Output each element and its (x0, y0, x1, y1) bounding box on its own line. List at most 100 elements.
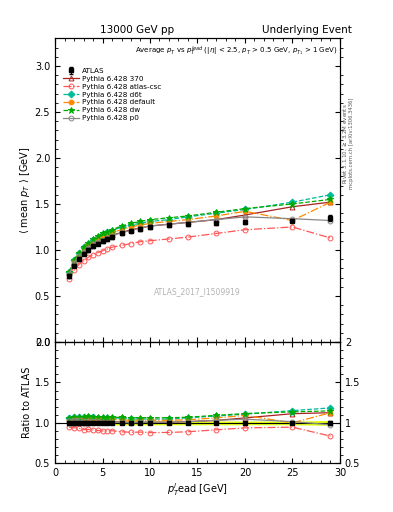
Pythia 6.428 dw (91, 236, 95, 242)
Line: Pythia 6.428 p0: Pythia 6.428 p0 (67, 215, 333, 276)
Pythia 6.428 atlas-csc (148, 238, 152, 244)
Pythia 6.428 p0 (105, 235, 110, 241)
Pythia 6.428 default (86, 242, 91, 248)
Pythia 6.428 atlas-csc (91, 251, 95, 258)
Pythia 6.428 atlas-csc (105, 246, 110, 252)
Pythia 6.428 default (81, 246, 86, 252)
Pythia 6.428 d6t (67, 269, 72, 275)
Pythia 6.428 atlas-csc (214, 230, 219, 237)
Pythia 6.428 370 (167, 221, 171, 227)
Pythia 6.428 default (110, 229, 114, 236)
Pythia 6.428 d6t (138, 220, 143, 226)
Pythia 6.428 d6t (148, 219, 152, 225)
Line: Pythia 6.428 default: Pythia 6.428 default (67, 200, 333, 275)
Pythia 6.428 d6t (328, 191, 333, 198)
Pythia 6.428 p0 (95, 239, 100, 245)
Pythia 6.428 370 (242, 212, 247, 218)
Pythia 6.428 default (242, 208, 247, 215)
Pythia 6.428 p0 (119, 229, 124, 236)
Pythia 6.428 default (95, 236, 100, 242)
Pythia 6.428 370 (91, 241, 95, 247)
Pythia 6.428 370 (105, 234, 110, 240)
Pythia 6.428 d6t (242, 206, 247, 212)
Pythia 6.428 default (290, 218, 295, 224)
Pythia 6.428 dw (95, 233, 100, 239)
Pythia 6.428 default (72, 258, 76, 264)
Pythia 6.428 dw (328, 196, 333, 202)
Pythia 6.428 370 (72, 259, 76, 265)
Pythia 6.428 d6t (105, 229, 110, 236)
Pythia 6.428 atlas-csc (242, 227, 247, 233)
Pythia 6.428 atlas-csc (167, 236, 171, 242)
Pythia 6.428 atlas-csc (138, 239, 143, 245)
Legend: ATLAS, Pythia 6.428 370, Pythia 6.428 atlas-csc, Pythia 6.428 d6t, Pythia 6.428 : ATLAS, Pythia 6.428 370, Pythia 6.428 at… (61, 66, 163, 122)
Pythia 6.428 370 (129, 227, 133, 233)
Pythia 6.428 dw (100, 230, 105, 237)
Pythia 6.428 atlas-csc (81, 258, 86, 264)
Pythia 6.428 370 (290, 204, 295, 210)
Pythia 6.428 370 (81, 248, 86, 254)
Pythia 6.428 dw (167, 215, 171, 221)
Pythia 6.428 atlas-csc (100, 248, 105, 254)
Pythia 6.428 default (100, 234, 105, 240)
Pythia 6.428 370 (110, 232, 114, 238)
Pythia 6.428 dw (214, 209, 219, 216)
Pythia 6.428 atlas-csc (185, 234, 190, 240)
Text: Rivet 3.1.10, $\geq$ 3.2M events: Rivet 3.1.10, $\geq$ 3.2M events (341, 103, 349, 184)
Pythia 6.428 default (105, 231, 110, 238)
Pythia 6.428 dw (119, 223, 124, 229)
Pythia 6.428 p0 (328, 218, 333, 224)
Pythia 6.428 atlas-csc (119, 242, 124, 248)
Pythia 6.428 d6t (290, 199, 295, 205)
Pythia 6.428 p0 (138, 225, 143, 231)
Pythia 6.428 default (185, 217, 190, 223)
Pythia 6.428 d6t (91, 237, 95, 243)
Pythia 6.428 default (129, 224, 133, 230)
Y-axis label: Ratio to ATLAS: Ratio to ATLAS (22, 367, 32, 438)
Pythia 6.428 d6t (167, 217, 171, 223)
Pythia 6.428 default (119, 227, 124, 233)
Pythia 6.428 p0 (129, 227, 133, 233)
Pythia 6.428 d6t (100, 231, 105, 238)
Pythia 6.428 atlas-csc (67, 276, 72, 283)
Pythia 6.428 d6t (81, 244, 86, 250)
Pythia 6.428 p0 (242, 214, 247, 220)
Pythia 6.428 default (67, 270, 72, 276)
Pythia 6.428 atlas-csc (129, 241, 133, 247)
Pythia 6.428 370 (67, 270, 72, 276)
Pythia 6.428 d6t (214, 210, 219, 216)
Pythia 6.428 370 (100, 236, 105, 242)
Text: Underlying Event: Underlying Event (262, 25, 351, 35)
Pythia 6.428 atlas-csc (328, 235, 333, 241)
Line: Pythia 6.428 atlas-csc: Pythia 6.428 atlas-csc (67, 225, 333, 282)
Pythia 6.428 atlas-csc (72, 267, 76, 273)
Text: 13000 GeV pp: 13000 GeV pp (101, 25, 174, 35)
Pythia 6.428 370 (86, 244, 91, 250)
Pythia 6.428 p0 (167, 221, 171, 227)
Pythia 6.428 d6t (129, 222, 133, 228)
Pythia 6.428 atlas-csc (76, 262, 81, 268)
Pythia 6.428 default (76, 251, 81, 258)
Pythia 6.428 d6t (86, 241, 91, 247)
Pythia 6.428 p0 (148, 223, 152, 229)
X-axis label: $p_T^l$ead [GeV]: $p_T^l$ead [GeV] (167, 481, 228, 498)
Pythia 6.428 dw (290, 201, 295, 207)
Text: ATLAS_2017_I1509919: ATLAS_2017_I1509919 (154, 287, 241, 296)
Pythia 6.428 dw (72, 257, 76, 263)
Line: Pythia 6.428 d6t: Pythia 6.428 d6t (67, 193, 333, 274)
Pythia 6.428 default (167, 219, 171, 225)
Pythia 6.428 d6t (119, 224, 124, 230)
Pythia 6.428 370 (214, 217, 219, 223)
Pythia 6.428 p0 (110, 233, 114, 239)
Pythia 6.428 370 (95, 238, 100, 244)
Pythia 6.428 default (138, 222, 143, 228)
Pythia 6.428 default (91, 239, 95, 245)
Pythia 6.428 p0 (76, 253, 81, 260)
Pythia 6.428 dw (76, 250, 81, 256)
Pythia 6.428 p0 (86, 245, 91, 251)
Pythia 6.428 d6t (110, 227, 114, 233)
Pythia 6.428 370 (138, 225, 143, 231)
Pythia 6.428 atlas-csc (86, 254, 91, 261)
Line: Pythia 6.428 dw: Pythia 6.428 dw (66, 196, 334, 275)
Pythia 6.428 p0 (185, 219, 190, 225)
